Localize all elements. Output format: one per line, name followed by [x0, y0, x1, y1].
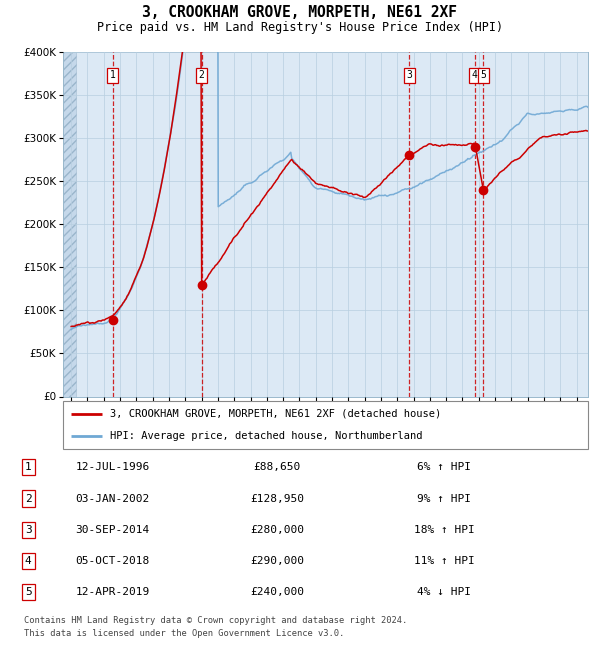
Text: 12-APR-2019: 12-APR-2019	[76, 587, 150, 597]
Text: 12-JUL-1996: 12-JUL-1996	[76, 462, 150, 473]
Text: 11% ↑ HPI: 11% ↑ HPI	[413, 556, 475, 566]
Text: 4: 4	[472, 70, 478, 80]
Text: 5: 5	[481, 70, 486, 80]
Text: 03-JAN-2002: 03-JAN-2002	[76, 493, 150, 504]
Text: 3, CROOKHAM GROVE, MORPETH, NE61 2XF (detached house): 3, CROOKHAM GROVE, MORPETH, NE61 2XF (de…	[110, 409, 442, 419]
Text: HPI: Average price, detached house, Northumberland: HPI: Average price, detached house, Nort…	[110, 431, 423, 441]
Text: £240,000: £240,000	[250, 587, 304, 597]
Text: £128,950: £128,950	[250, 493, 304, 504]
Text: 3: 3	[25, 525, 32, 535]
Text: 1: 1	[110, 70, 116, 80]
Text: 3: 3	[407, 70, 412, 80]
Text: 6% ↑ HPI: 6% ↑ HPI	[417, 462, 471, 473]
Text: 9% ↑ HPI: 9% ↑ HPI	[417, 493, 471, 504]
Text: This data is licensed under the Open Government Licence v3.0.: This data is licensed under the Open Gov…	[24, 629, 344, 638]
Text: 4% ↓ HPI: 4% ↓ HPI	[417, 587, 471, 597]
Text: £290,000: £290,000	[250, 556, 304, 566]
Text: 30-SEP-2014: 30-SEP-2014	[76, 525, 150, 535]
Text: 1: 1	[25, 462, 32, 473]
Text: 05-OCT-2018: 05-OCT-2018	[76, 556, 150, 566]
Text: 5: 5	[25, 587, 32, 597]
Text: £280,000: £280,000	[250, 525, 304, 535]
Text: 3, CROOKHAM GROVE, MORPETH, NE61 2XF: 3, CROOKHAM GROVE, MORPETH, NE61 2XF	[143, 5, 458, 20]
Text: Contains HM Land Registry data © Crown copyright and database right 2024.: Contains HM Land Registry data © Crown c…	[24, 616, 407, 625]
Text: 2: 2	[25, 493, 32, 504]
Text: 18% ↑ HPI: 18% ↑ HPI	[413, 525, 475, 535]
Text: 2: 2	[199, 70, 205, 80]
Bar	[63, 52, 76, 396]
Text: 4: 4	[25, 556, 32, 566]
Text: Price paid vs. HM Land Registry's House Price Index (HPI): Price paid vs. HM Land Registry's House …	[97, 21, 503, 34]
Bar	[63, 52, 76, 396]
Text: £88,650: £88,650	[253, 462, 301, 473]
